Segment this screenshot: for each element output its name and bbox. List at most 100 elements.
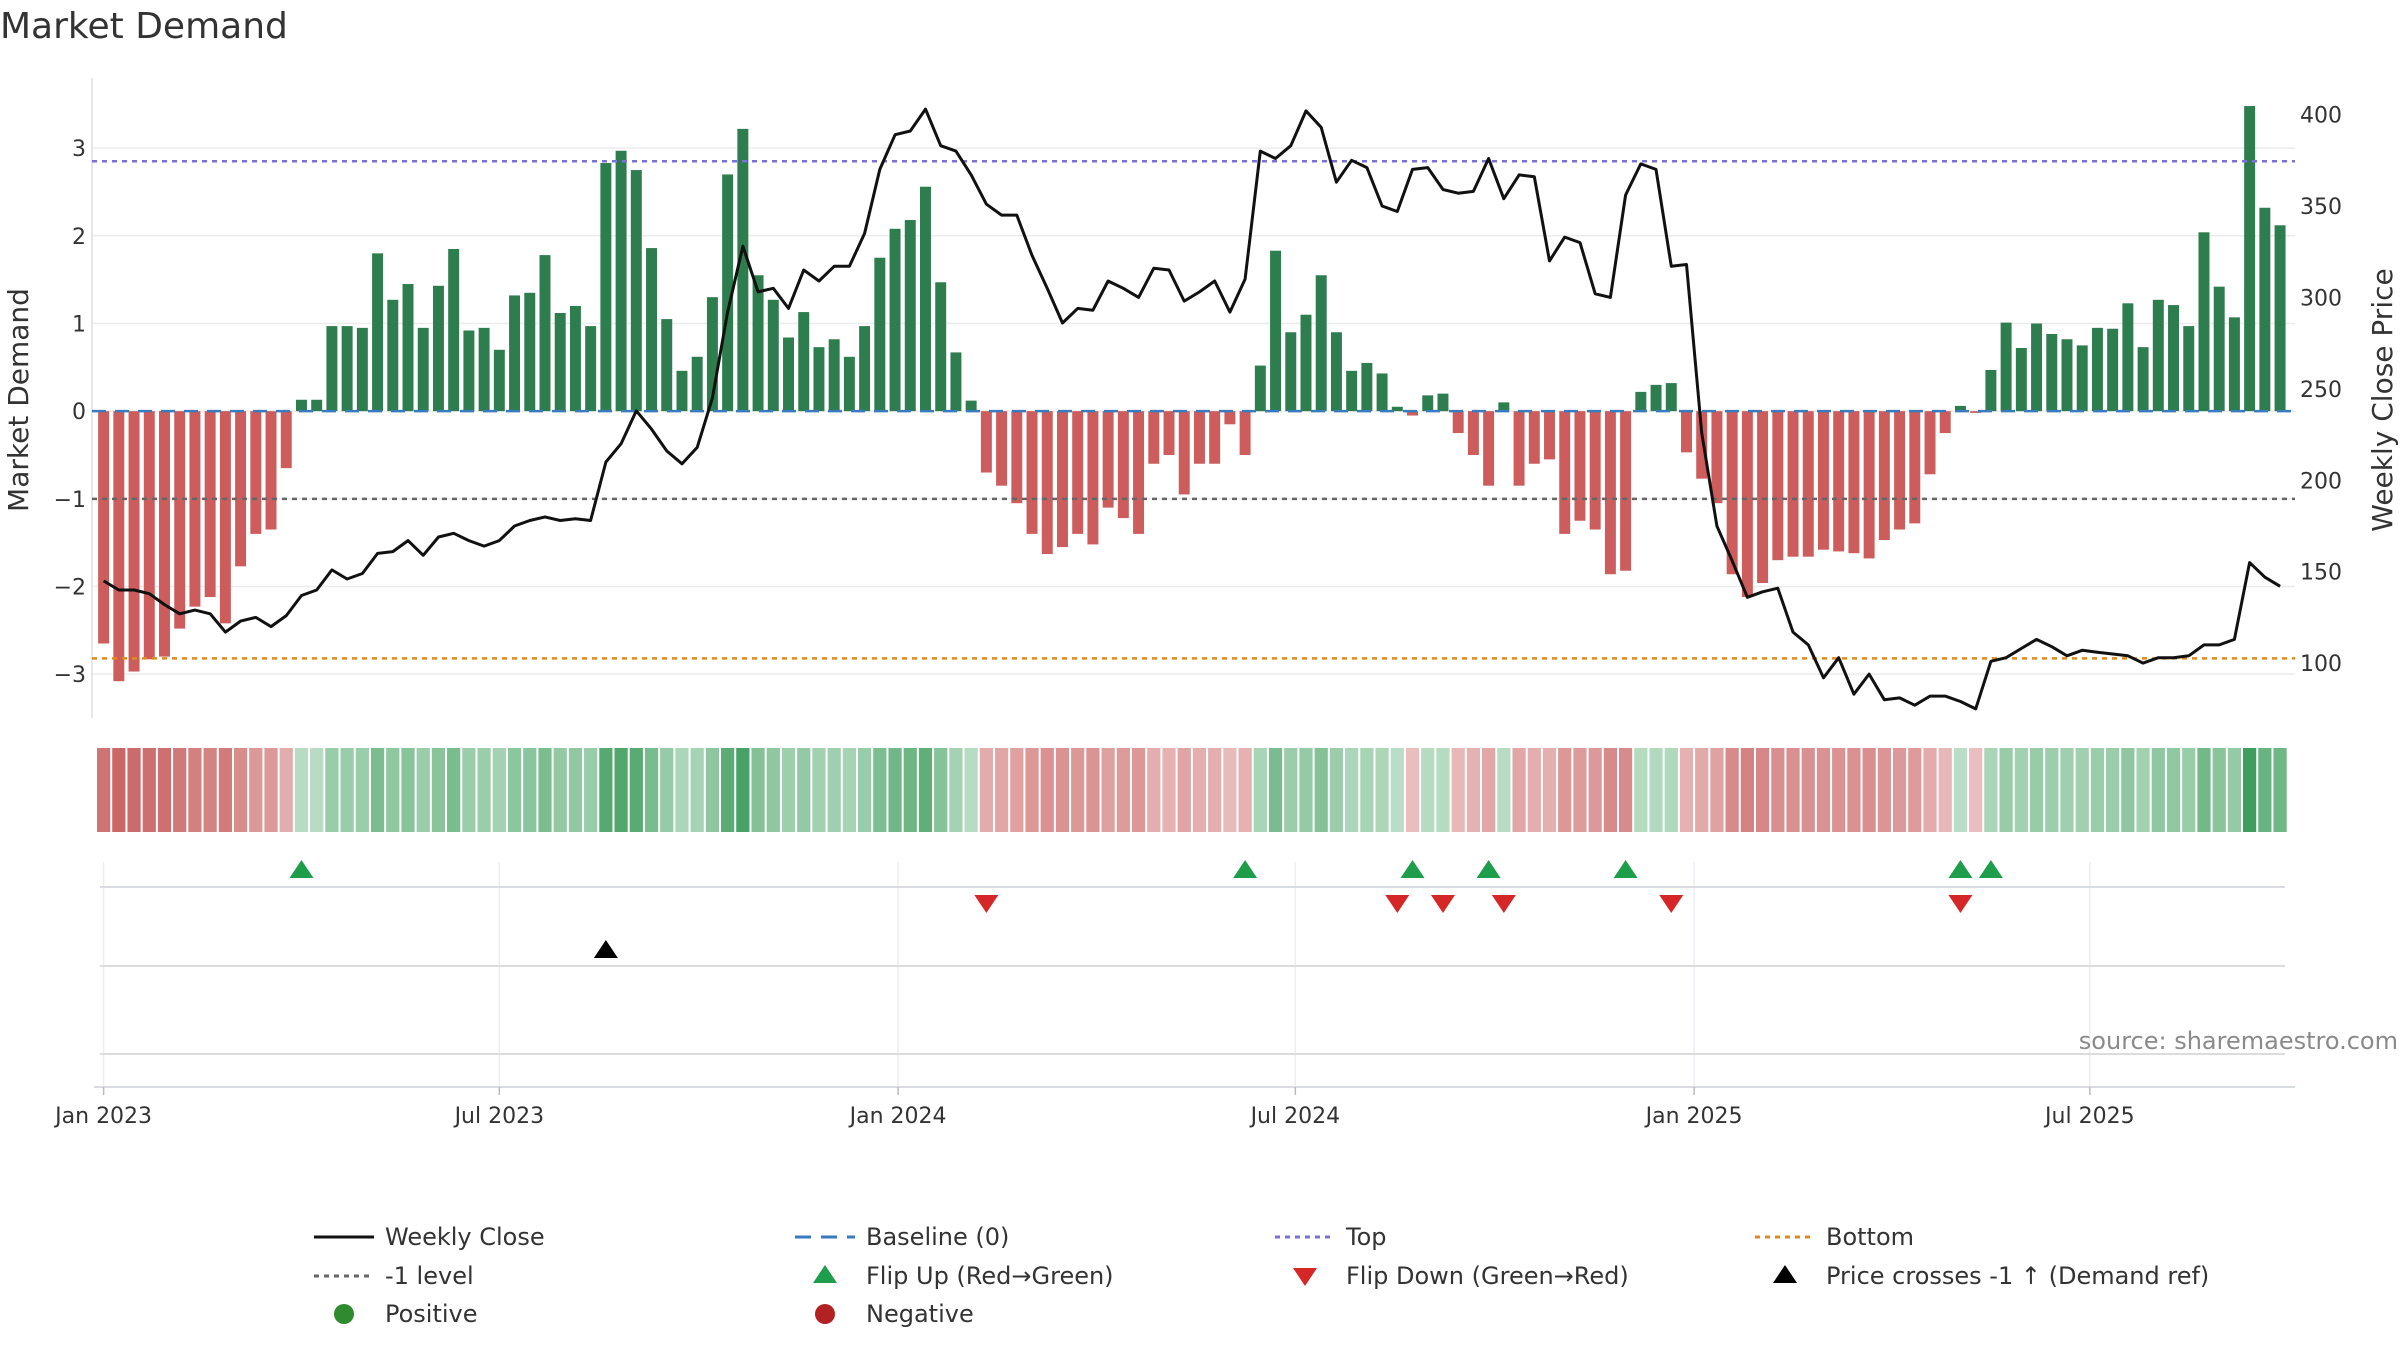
strip-cell — [1131, 748, 1146, 832]
demand-bar-negative — [1102, 411, 1114, 508]
strip-cell — [1938, 748, 1952, 832]
demand-bar-negative — [1056, 411, 1068, 548]
demand-bar-positive — [859, 326, 871, 412]
strip-cell — [1725, 748, 1739, 832]
demand-bar-negative — [1574, 411, 1586, 521]
demand-bar-negative — [1589, 411, 1601, 530]
legend-label: Top — [1345, 1223, 1387, 1251]
strip-cell — [203, 748, 217, 832]
flip-down-icon — [1293, 1268, 1317, 1286]
demand-bar-negative — [1711, 411, 1723, 504]
strip-cell — [599, 748, 613, 832]
flip-up-marker — [1233, 860, 1258, 878]
demand-bar-positive — [387, 299, 399, 412]
strip-cell — [1969, 748, 1983, 832]
strip-cell — [1877, 748, 1891, 832]
flip-up-marker — [1978, 860, 2003, 878]
strip-cell — [2212, 748, 2226, 832]
demand-bar-positive — [2046, 334, 2058, 412]
demand-bar-negative — [1483, 411, 1495, 486]
strip-cell — [2258, 748, 2272, 832]
legend-minus-one: -1 level — [314, 1262, 474, 1290]
demand-bar-positive — [843, 356, 855, 412]
demand-bar-positive — [1437, 393, 1449, 412]
strip-cell — [1755, 748, 1770, 832]
left-tick-label: −2 — [54, 575, 86, 600]
legend-label: Flip Up (Red→Green) — [866, 1262, 1114, 1290]
legend-label: Negative — [866, 1300, 974, 1328]
demand-bar-positive — [889, 228, 901, 412]
legend-label: Bottom — [1826, 1223, 1914, 1251]
strip-cell — [979, 748, 993, 832]
demand-bar-positive — [295, 399, 307, 412]
strip-cell — [1786, 748, 1800, 832]
demand-bar-positive — [1665, 383, 1677, 412]
reference-lines — [92, 160, 2295, 660]
strip-cell — [310, 748, 324, 832]
strip-cell — [2182, 748, 2196, 832]
legend-label: -1 level — [385, 1262, 474, 1290]
strip-cell — [1816, 748, 1831, 832]
positive-dot-icon — [334, 1304, 354, 1324]
strip-cell — [1664, 748, 1678, 832]
price-cross-icon — [1773, 1265, 1797, 1283]
strip-cell — [751, 748, 765, 832]
strip-cell — [370, 748, 385, 832]
demand-bar-negative — [1787, 411, 1799, 557]
strip-cell — [1025, 748, 1039, 832]
x-tick-label: Jan 2023 — [53, 1104, 152, 1129]
legend: Weekly Close Baseline (0) Top Bottom -1 … — [314, 1223, 2209, 1328]
legend-label: Baseline (0) — [866, 1223, 1009, 1251]
demand-bar-negative — [1163, 411, 1175, 455]
weekly-close-line — [102, 107, 2281, 711]
strip-cell — [188, 748, 202, 832]
demand-bar-positive — [2152, 299, 2164, 412]
demand-bar-positive — [2015, 348, 2027, 412]
demand-bar-negative — [1452, 411, 1464, 434]
right-tick-label: 300 — [2300, 286, 2342, 311]
strip-cell — [1116, 748, 1130, 832]
demand-bar-positive — [828, 339, 840, 412]
strip-cell — [1832, 748, 1846, 832]
demand-bar-positive — [2000, 322, 2012, 412]
strip-cell — [964, 748, 978, 832]
demand-bar-negative — [1117, 411, 1129, 519]
strip-cell — [2197, 748, 2211, 832]
strip-cell — [386, 748, 400, 832]
left-tick-label: 2 — [72, 225, 86, 250]
demand-bar-positive — [1391, 406, 1403, 412]
strip-cell — [812, 748, 826, 832]
demand-bar-positive — [311, 399, 323, 412]
flip-up-marker — [1476, 860, 1501, 878]
strip-cell — [994, 748, 1009, 832]
strip-cell — [949, 748, 963, 832]
demand-bar-negative — [204, 411, 216, 598]
demand-bar-negative — [1802, 411, 1814, 557]
demand-bar-positive — [1650, 384, 1662, 412]
right-y-ticks: 400 350 300 250 200 150 100 — [2300, 104, 2342, 678]
strip-cell — [1984, 748, 1998, 832]
demand-bar-negative — [1528, 411, 1540, 464]
strip-cell — [1695, 748, 1709, 832]
demand-bar-positive — [935, 282, 947, 412]
strip-cell — [918, 748, 933, 832]
demand-bar-positive — [646, 248, 658, 412]
demand-bar-negative — [1544, 411, 1555, 460]
demand-bar-negative — [1681, 411, 1692, 453]
strip-cell — [1177, 748, 1191, 832]
strip-cell — [2060, 748, 2074, 832]
strip-cell — [325, 748, 339, 832]
left-tick-label: 1 — [72, 312, 86, 337]
strip-cell — [1542, 748, 1557, 832]
demand-bar-negative — [159, 411, 170, 657]
demand-bar-positive — [706, 297, 718, 412]
strip-cell — [1847, 748, 1861, 832]
strip-cell — [1436, 748, 1450, 832]
demand-bar-positive — [2183, 326, 2195, 412]
demand-bar-negative — [1757, 411, 1769, 583]
demand-bar-negative — [996, 411, 1008, 486]
demand-bar-negative — [1087, 411, 1099, 545]
strip-cell — [1999, 748, 2013, 832]
demand-bar-positive — [1300, 314, 1312, 412]
demand-bar-positive — [752, 275, 764, 412]
